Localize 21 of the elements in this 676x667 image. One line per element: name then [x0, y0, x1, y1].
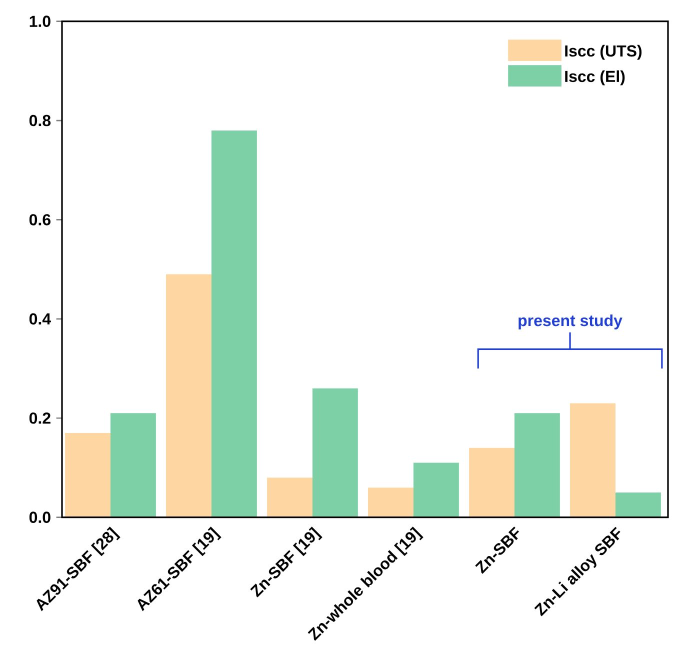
legend-label: Iscc (UTS): [565, 45, 642, 60]
bar: [368, 488, 414, 518]
bar: [65, 433, 110, 518]
y-tick-label: 0.6: [29, 214, 50, 226]
bar: [469, 448, 514, 518]
bar: [514, 413, 560, 518]
y-tick-label: 0.8: [29, 115, 51, 126]
bar: [267, 478, 312, 518]
bar: [615, 492, 661, 518]
bar: [570, 403, 616, 518]
y-tick-label: 0.2: [29, 412, 50, 424]
annotation: present study: [518, 314, 622, 330]
y-tick-label: 1.0: [30, 16, 50, 28]
bar: [110, 413, 156, 518]
legend-label: Iscc (El): [565, 70, 625, 86]
bar: [413, 462, 459, 518]
y-tick-label: 0.0: [29, 512, 50, 524]
bar: [166, 274, 212, 518]
bar: [312, 388, 358, 518]
bar: [211, 130, 257, 518]
y-tick-label: 0.4: [29, 313, 51, 325]
